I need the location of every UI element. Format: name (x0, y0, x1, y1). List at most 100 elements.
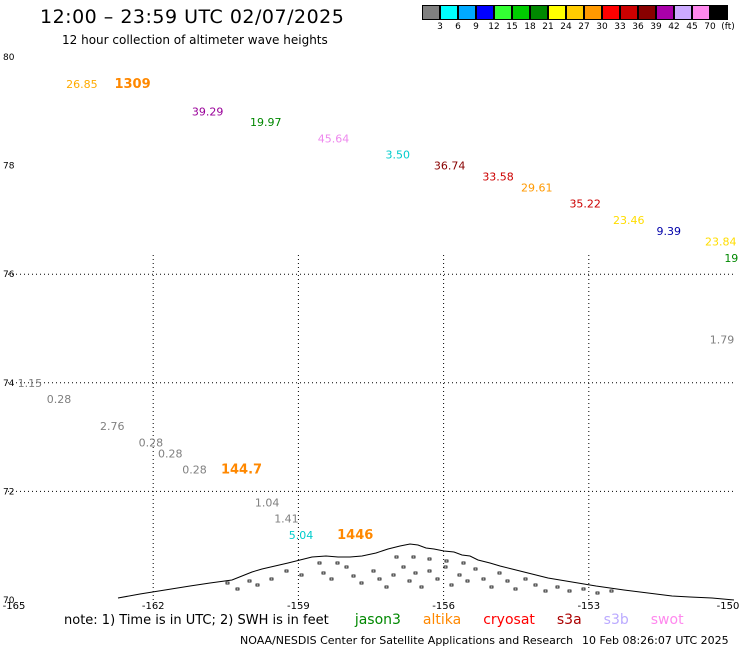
scale-swatch (638, 5, 656, 20)
satellite-name: cryosat (483, 612, 535, 628)
lat-tick-label: 80 (3, 53, 15, 63)
island-mark (449, 583, 454, 587)
island-mark (401, 565, 406, 569)
axis-labels: 80 78 76 74 72 70-165 -162 -159 -156 -153 -150 (3, 53, 740, 612)
wave-height-label: 19.97 (250, 116, 282, 129)
scale-swatch (584, 5, 602, 20)
island-mark (321, 571, 326, 575)
island-mark (351, 574, 356, 578)
scale-swatch (530, 5, 548, 20)
island-mark (344, 565, 349, 569)
lat-tick-label: 76 (3, 270, 15, 280)
island-mark (411, 555, 416, 559)
satellite-legend: jason3 altika cryosat s3a s3b swot (333, 612, 684, 628)
footer-timestamp: 10 Feb 08:26:07 UTC 2025 (582, 634, 729, 647)
note-line: note: 1) Time is in UTC; 2) SWH is in fe… (64, 612, 684, 628)
island-mark (481, 577, 486, 581)
wave-height-label: 33.58 (482, 170, 514, 183)
island-mark (465, 579, 470, 583)
scale-label: 21 (542, 22, 554, 32)
page-title: 12:00 – 23:59 UTC 02/07/2025 (40, 6, 345, 28)
lon-tick-label: -159 (287, 601, 310, 612)
wave-height-label: 1.79 (710, 333, 735, 346)
wave-height-label: 39.29 (192, 105, 224, 118)
scale-label: 45 (686, 22, 698, 32)
island-mark (329, 577, 334, 581)
scale-label: 33 (614, 22, 626, 32)
wave-height-label: 26.85 (66, 78, 98, 91)
coastal-islands (225, 555, 614, 595)
scale-label: 70 (704, 22, 716, 32)
scale-label: 24 (560, 22, 572, 32)
wave-height-label: 1.04 (255, 496, 280, 509)
scale-swatch (620, 5, 638, 20)
island-mark (473, 567, 478, 571)
island-mark (371, 569, 376, 573)
scale-swatch (422, 5, 440, 20)
coastline-path (117, 543, 735, 601)
scale-label: 36 (632, 22, 644, 32)
island-mark (335, 561, 340, 565)
scale-label: 3 (437, 22, 443, 32)
lon-tick-label: -153 (577, 601, 600, 612)
wave-height-label: 2.76 (100, 420, 125, 433)
satellite-name: altika (422, 612, 462, 628)
wave-height-label: 1446 (337, 528, 373, 543)
island-mark (284, 569, 289, 573)
island-mark (444, 559, 449, 563)
island-mark (435, 577, 440, 581)
wave-height-label: 35.22 (569, 198, 601, 211)
satellite-name: swot (650, 612, 684, 628)
wave-height-label: 1.41 (274, 513, 299, 526)
footer-credit: NOAA/NESDIS Center for Satellite Applica… (240, 634, 574, 647)
note-text: note: 1) Time is in UTC; 2) SWH is in fe… (64, 613, 329, 628)
island-mark (461, 561, 466, 565)
lat-tick-label: 72 (3, 487, 14, 497)
wave-height-label: 1309 (114, 77, 150, 92)
scale-unit: (ft) (721, 22, 735, 32)
island-mark (247, 579, 252, 583)
scale-swatch (692, 5, 710, 20)
wave-height-label: 9.39 (657, 225, 682, 238)
scale-label: 30 (596, 22, 608, 32)
island-mark (443, 565, 448, 569)
wave-height-label: 45.64 (318, 132, 350, 145)
wave-height-label: 5.04 (289, 529, 314, 542)
satellite-name: s3b (603, 612, 629, 628)
island-mark (269, 577, 274, 581)
wave-height-label: 0.28 (182, 464, 207, 477)
island-mark (497, 571, 502, 575)
scale-swatch (566, 5, 584, 20)
lon-tick-label: -165 (3, 601, 26, 612)
scale-label: 42 (668, 22, 680, 32)
island-mark (377, 577, 382, 581)
scale-label: 12 (488, 22, 500, 32)
wave-height-label: 1.15 (18, 377, 43, 390)
island-mark (413, 571, 418, 575)
alaska-coastline (117, 543, 735, 601)
island-mark (299, 573, 304, 577)
island-mark (555, 585, 560, 589)
scale-swatch (494, 5, 512, 20)
scale-label: 27 (578, 22, 590, 32)
island-mark (359, 581, 364, 585)
island-mark (567, 589, 572, 593)
island-mark (457, 573, 462, 577)
island-mark (427, 557, 432, 561)
lon-tick-label: -150 (717, 601, 740, 612)
island-mark (255, 583, 260, 587)
scale-swatch (602, 5, 620, 20)
satellite-name: s3a (556, 612, 582, 628)
island-mark (523, 577, 528, 581)
scale-swatch (674, 5, 692, 20)
island-mark (489, 585, 494, 589)
wave-height-label: 0.28 (158, 447, 183, 460)
island-mark (317, 561, 322, 565)
scale-swatch (476, 5, 494, 20)
lat-tick-label: 74 (3, 379, 15, 389)
page-subtitle: 12 hour collection of altimeter wave hei… (62, 33, 328, 47)
scale-swatch (656, 5, 674, 20)
island-mark (225, 581, 230, 585)
wave-height-label: 3.50 (386, 149, 411, 162)
